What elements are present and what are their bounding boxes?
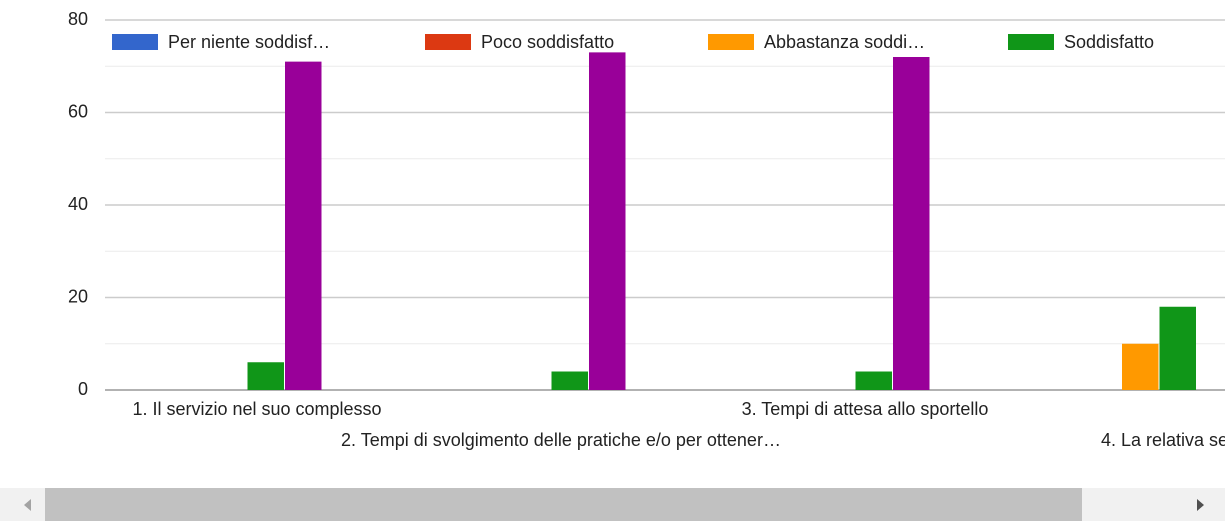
legend-swatch — [1008, 34, 1054, 50]
bar — [1122, 343, 1159, 390]
x-tick-label: 2. Tempi di svolgimento delle pratiche e… — [341, 430, 781, 450]
bar — [893, 57, 930, 390]
y-tick-label: 40 — [68, 194, 88, 214]
horizontal-scrollbar[interactable] — [0, 488, 1225, 521]
scroll-left[interactable] — [24, 499, 31, 511]
bar — [1159, 306, 1196, 390]
legend-label: Abbastanza soddi… — [764, 32, 925, 52]
legend-swatch — [112, 34, 158, 50]
y-tick-label: 80 — [68, 9, 88, 29]
x-tick-label: 4. La relativa sez — [1101, 430, 1225, 450]
bar — [551, 371, 588, 390]
scroll-right[interactable] — [1197, 499, 1204, 511]
bar — [855, 371, 892, 390]
scroll-thumb[interactable] — [45, 488, 1082, 521]
chart: 0 20 40 60 80 1. Il servizio nel suo compless… — [68, 9, 1225, 450]
legend-label: Per niente soddisf… — [168, 32, 330, 52]
bar — [247, 362, 284, 390]
bar — [589, 52, 626, 390]
legend-swatch — [708, 34, 754, 50]
legend-label: Poco soddisfatto — [481, 32, 614, 52]
legend-label: Soddisfatto — [1064, 32, 1154, 52]
y-tick-label: 20 — [68, 286, 88, 306]
bar — [285, 61, 322, 390]
y-tick-label: 0 — [78, 379, 88, 399]
legend-swatch — [425, 34, 471, 50]
x-tick-label: 3. Tempi di attesa allo sportello — [742, 399, 989, 419]
y-tick-label: 60 — [68, 101, 88, 121]
x-tick-label: 1. Il servizio nel suo complesso — [132, 399, 381, 419]
